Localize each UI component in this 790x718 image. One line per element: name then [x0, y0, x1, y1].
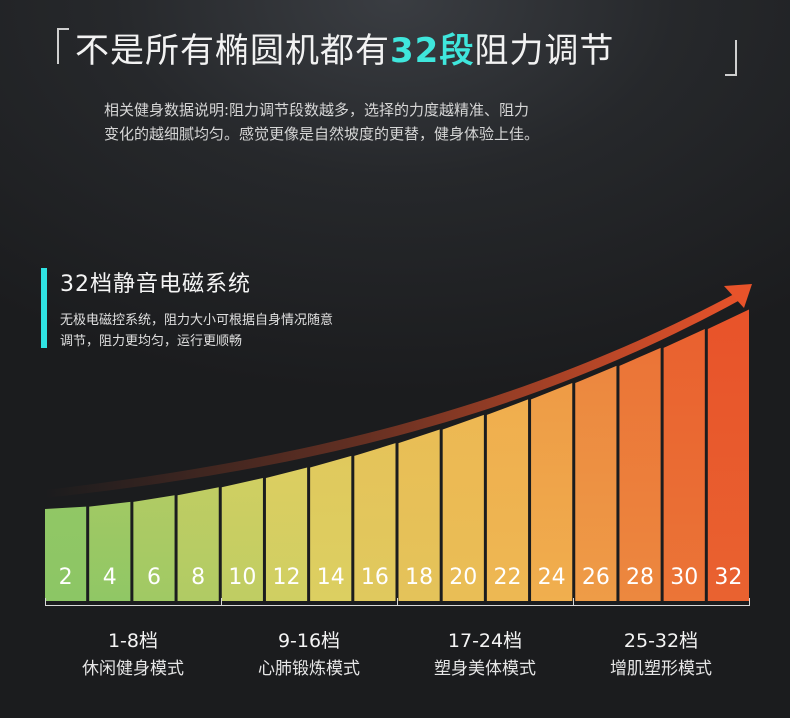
bar-value-label: 6 [147, 565, 161, 590]
bar-value-label: 18 [405, 565, 433, 590]
bar-value-label: 8 [191, 565, 205, 590]
bar-value-label: 2 [59, 565, 73, 590]
resistance-bar [89, 501, 131, 601]
title-text-prefix: 不是所有椭圆机都有 [75, 31, 390, 71]
group-mode: 心肺锻炼模式 [258, 659, 360, 679]
resistance-bar [486, 399, 529, 601]
headline: 不是所有椭圆机都有32段阻力调节 [57, 22, 737, 82]
group-1: 1-8档 休闲健身模式 [45, 627, 221, 683]
title-highlight: 32段 [390, 31, 475, 71]
group-3: 17-24档 塑身美体模式 [397, 627, 573, 683]
group-range: 17-24档 [447, 630, 523, 652]
title-text-suffix: 阻力调节 [474, 31, 615, 71]
bar-value-label: 16 [361, 565, 389, 590]
resistance-bar [177, 487, 219, 601]
description-line-1: 相关健身数据说明:阻力调节段数越多，选择的力度越精准、阻力 [104, 101, 530, 119]
group-range: 1-8档 [107, 630, 159, 652]
bar-value-label: 14 [317, 565, 345, 590]
resistance-bar [442, 414, 484, 601]
bar-value-label: 32 [714, 565, 742, 590]
arrow-head-icon [724, 284, 752, 308]
bar-value-label: 10 [228, 565, 256, 590]
bar-value-label: 26 [582, 565, 610, 590]
resistance-bar [45, 506, 87, 601]
axis-tick [573, 598, 574, 606]
resistance-bar [310, 455, 352, 601]
bar-value-label: 30 [670, 565, 698, 590]
axis-tick [221, 598, 222, 606]
group-mode: 塑身美体模式 [434, 659, 536, 679]
bar-value-label: 24 [538, 565, 566, 590]
resistance-bar [619, 347, 661, 601]
system-description-line-1: 无极电磁控系统，阻力大小可根据自身情况随意 [60, 313, 334, 328]
resistance-bar [531, 383, 573, 601]
system-description-line-2: 调节，阻力更均匀，运行更顺畅 [60, 334, 243, 349]
axis-tick [749, 598, 750, 606]
axis-tick [45, 598, 46, 606]
bar-value-label: 12 [273, 565, 301, 590]
accent-bar [41, 268, 47, 348]
bar-value-label: 22 [493, 565, 521, 590]
group-mode: 增肌塑形模式 [610, 659, 712, 679]
resistance-bar [663, 329, 705, 601]
resistance-bar [133, 495, 175, 601]
page-title: 不是所有椭圆机都有32段阻力调节 [75, 26, 725, 76]
description: 相关健身数据说明:阻力调节段数越多，选择的力度越精准、阻力 变化的越细腻均匀。感… [104, 98, 724, 146]
group-range: 9-16档 [277, 630, 341, 652]
bar-value-label: 4 [103, 565, 117, 590]
group-4: 25-32档 增肌塑形模式 [573, 627, 749, 683]
bar-value-label: 20 [449, 565, 477, 590]
resistance-bar [398, 429, 440, 601]
axis-tick [397, 598, 398, 606]
resistance-bar [575, 365, 617, 601]
bracket-left-decoration [57, 28, 69, 64]
resistance-bar [265, 467, 308, 601]
resistance-bar [354, 443, 396, 601]
system-description: 无极电磁控系统，阻力大小可根据自身情况随意 调节，阻力更均匀，运行更顺畅 [60, 310, 333, 352]
bar-value-label: 28 [626, 565, 654, 590]
description-line-2: 变化的越细腻均匀。感觉更像是自然坡度的更替，健身体验上佳。 [104, 125, 540, 143]
system-title: 32档静音电磁系统 [60, 272, 251, 297]
bracket-right-decoration [725, 40, 737, 76]
group-2: 9-16档 心肺锻炼模式 [221, 627, 397, 683]
group-mode: 休闲健身模式 [82, 659, 184, 679]
resistance-bar [221, 477, 263, 601]
group-range: 25-32档 [623, 630, 699, 652]
resistance-bar [707, 309, 749, 601]
